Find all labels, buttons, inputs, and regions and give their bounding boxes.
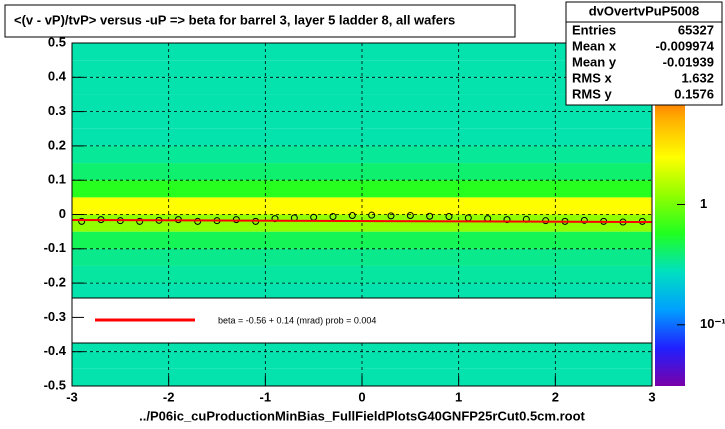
profile-point <box>368 211 376 219</box>
y-tick-label: 0.2 <box>48 137 66 152</box>
x-tick-label: 0 <box>358 389 365 404</box>
stats-value: -0.009974 <box>655 38 714 53</box>
profile-point <box>387 212 395 220</box>
heatmap-cell <box>72 145 652 164</box>
chart-title: <(v - vP)/tvP> versus -uP => beta for ba… <box>14 12 455 27</box>
title-box <box>4 4 516 38</box>
stats-key: Mean y <box>572 54 617 69</box>
x-tick-label: 3 <box>648 389 655 404</box>
y-tick-label: -0.3 <box>44 309 66 324</box>
stats-value: 1.632 <box>681 70 714 85</box>
heatmap-cell <box>72 111 652 129</box>
x-axis-label: ../P06ic_cuProductionMinBias_FullFieldPl… <box>139 408 585 423</box>
heatmap-cell <box>72 248 652 266</box>
legend-label: beta = -0.56 + 0.14 (mrad) prob = 0.004 <box>218 315 376 325</box>
y-tick-label: 0.4 <box>48 69 67 84</box>
x-tick-label: -1 <box>260 389 272 404</box>
heatmap-cell <box>72 265 652 284</box>
stats-box <box>565 1 723 106</box>
profile-point <box>503 216 511 224</box>
stats-key: Mean x <box>572 38 617 53</box>
profile-point <box>78 217 86 225</box>
profile-point <box>580 216 588 224</box>
stats-key: RMS x <box>572 70 613 85</box>
x-tick-label: -3 <box>66 389 78 404</box>
profile-point <box>406 212 414 220</box>
y-tick-label: -0.5 <box>44 377 66 392</box>
y-tick-label: 0.5 <box>48 34 66 49</box>
stats-title: dvOvertvPuP5008 <box>589 3 700 18</box>
y-tick-label: 0.3 <box>48 103 66 118</box>
y-tick-label: 0 <box>59 206 66 221</box>
heatmap-cell <box>72 231 652 249</box>
stats-key: RMS y <box>572 86 613 101</box>
profile-point <box>445 213 453 221</box>
stats-value: 0.1576 <box>674 86 714 101</box>
stats-value: -0.01939 <box>663 54 714 69</box>
stats-key: Entries <box>572 22 616 37</box>
x-tick-label: 1 <box>455 389 462 404</box>
fit-line <box>71 218 653 224</box>
heatmap-cell <box>72 128 652 146</box>
profile-point <box>426 212 434 220</box>
y-tick-label: 0.1 <box>48 172 66 187</box>
x-tick-label: -2 <box>163 389 175 404</box>
profile-point <box>329 213 337 221</box>
z-tick-label: 1 <box>700 196 707 211</box>
y-tick-label: -0.4 <box>44 343 67 358</box>
profile-point <box>136 217 144 225</box>
z-tick-label: 10⁻¹ <box>700 316 725 331</box>
x-tick-label: 2 <box>552 389 559 404</box>
y-tick-label: -0.1 <box>44 240 66 255</box>
stats-value: 65327 <box>678 22 714 37</box>
heatmap-cell <box>72 351 652 369</box>
y-tick-label: -0.2 <box>44 275 66 290</box>
profile-point <box>348 212 356 220</box>
